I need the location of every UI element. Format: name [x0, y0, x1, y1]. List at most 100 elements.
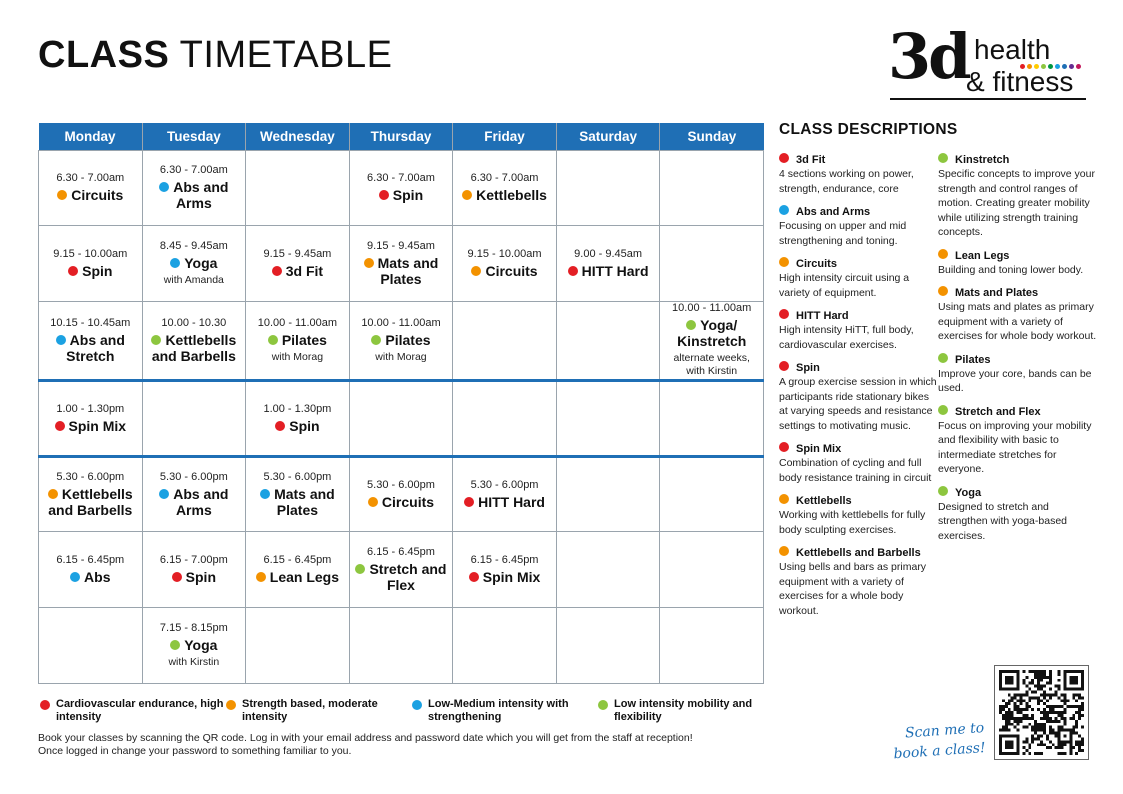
legend-dot-icon [412, 700, 422, 710]
booking-qr-code[interactable] [994, 665, 1089, 760]
class-name: Mats and Plates [250, 486, 345, 518]
booking-instructions: Book your classes by scanning the QR cod… [38, 732, 778, 758]
class-descriptions-column-2: Kinstretch Specific concepts to improve y… [938, 153, 1098, 552]
empty-slot [452, 301, 557, 381]
class-name: Yoga/ Kinstretch [677, 317, 747, 350]
class-description-text: Using mats and plates as primary equipme… [938, 301, 1097, 342]
intensity-dot-icon [54, 420, 65, 431]
class-time: 5.30 - 6.00pm [159, 471, 228, 484]
page-title: CLASS TIMETABLE [38, 34, 393, 77]
intensity-dot-icon [363, 258, 374, 269]
class-name: Yoga [147, 255, 242, 271]
class-slot[interactable]: 5.30 - 6.00pm Abs and Arms [141, 454, 247, 533]
logo-mark: 3d [888, 20, 971, 93]
class-description: Yoga Designed to stretch and strengthen w… [938, 485, 1098, 544]
class-time: 9.15 - 10.00am [467, 248, 542, 261]
class-description-text: Specific concepts to improve your streng… [938, 168, 1095, 238]
class-name: Circuits [457, 263, 552, 279]
class-description: Pilates Improve your core, bands can be u… [938, 352, 1098, 396]
class-slot[interactable]: 5.30 - 6.00pm HITT Hard [452, 454, 557, 533]
class-name: Pilates [354, 332, 449, 348]
class-instructor-note: alternate weeks, with Kirstin [673, 352, 750, 378]
class-name: Stretch and Flex [354, 561, 449, 593]
booking-instructions-line-2: Once logged in change your password to s… [38, 745, 352, 757]
class-time: 6.30 - 7.00am [470, 172, 539, 185]
empty-slot [245, 149, 350, 227]
class-slot[interactable]: 6.15 - 7.00pm Spin [141, 531, 247, 609]
intensity-dot-icon [170, 258, 181, 269]
empty-slot [555, 454, 661, 533]
class-slot[interactable]: 1.00 - 1.30pm Spin [245, 378, 350, 457]
class-time: 6.30 - 7.00am [56, 172, 125, 185]
class-slot[interactable]: 6.30 - 7.00am Spin [348, 149, 454, 227]
logo-dots [1020, 64, 1081, 69]
class-slot[interactable]: 9.15 - 10.00am Spin [38, 225, 143, 303]
class-name: Circuits [354, 494, 449, 510]
class-slot[interactable]: 9.15 - 9.45am 3d Fit [245, 225, 350, 303]
day-header-friday: Friday [452, 123, 557, 150]
intensity-dot-icon [471, 266, 482, 277]
logo-color-dot [1055, 64, 1060, 69]
class-slot[interactable]: 10.00 - 11.00am Yoga/ Kinstretch alternate… [659, 301, 764, 381]
intensity-dot-icon [779, 494, 789, 504]
class-slot[interactable]: 6.30 - 7.00am Kettlebells [452, 149, 557, 227]
class-time: 6.30 - 7.00am [367, 172, 435, 185]
class-slot[interactable]: 5.30 - 6.00pm Mats and Plates [245, 454, 350, 533]
class-description-name: Kinstretch [938, 153, 1098, 167]
class-slot[interactable]: 8.45 - 9.45am Yoga with Amanda [141, 225, 247, 303]
empty-slot [555, 301, 661, 381]
logo-color-dot [1027, 64, 1032, 69]
class-description-name: Stretch and Flex [938, 404, 1098, 419]
class-slot[interactable]: 6.30 - 7.00am Abs and Arms [141, 149, 247, 227]
timetable-row: 5.30 - 6.00pm Kettlebells and Barbells 5.3… [38, 454, 764, 533]
class-description-name: Kettlebells and Barbells [779, 546, 939, 560]
intensity-dot-icon [355, 564, 366, 575]
class-description-text: Using bells and bars as primary equipmen… [779, 561, 927, 617]
logo-color-dot [1041, 64, 1046, 69]
intensity-dot-icon [779, 257, 789, 267]
class-slot[interactable]: 6.15 - 6.45pm Abs [38, 531, 143, 609]
class-slot[interactable]: 9.15 - 9.45am Mats and Plates [348, 225, 454, 303]
empty-slot [659, 454, 764, 533]
day-header-monday: Monday [38, 123, 143, 150]
class-slot[interactable]: 7.15 - 8.15pm Yoga with Kirstin [141, 607, 247, 684]
intensity-dot-icon [462, 190, 473, 201]
class-slot[interactable]: 9.00 - 9.45am HITT Hard [555, 225, 661, 303]
class-slot[interactable]: 10.00 - 11.00am Pilates with Morag [245, 301, 350, 381]
class-time: 9.15 - 9.45am [367, 240, 435, 253]
class-slot[interactable]: 10.00 - 11.00am Pilates with Morag [348, 301, 454, 381]
class-slot[interactable]: 5.30 - 6.00pm Kettlebells and Barbells [38, 454, 143, 533]
class-time: 6.15 - 7.00pm [159, 554, 228, 567]
intensity-dot-icon [938, 153, 948, 163]
class-description-name: Circuits [779, 257, 939, 271]
empty-slot [659, 607, 764, 684]
logo-color-dot [1048, 64, 1053, 69]
day-header-saturday: Saturday [555, 123, 661, 150]
class-slot[interactable]: 9.15 - 10.00am Circuits [452, 225, 557, 303]
class-slot[interactable]: 6.30 - 7.00am Circuits [38, 149, 143, 227]
class-time: 1.00 - 1.30pm [263, 402, 332, 415]
class-slot[interactable]: 6.15 - 6.45pm Stretch and Flex [348, 531, 454, 609]
legend-label: Cardiovascular endurance, high intensity [56, 698, 224, 723]
class-time: 5.30 - 6.00pm [263, 471, 332, 484]
class-slot[interactable]: 6.15 - 6.45pm Lean Legs [245, 531, 350, 609]
class-slot[interactable]: 6.15 - 6.45pm Spin Mix [452, 531, 557, 609]
intensity-dot-icon [779, 442, 789, 452]
timetable-row: 10.15 - 10.45am Abs and Stretch 10.00 - 10… [38, 301, 764, 381]
logo-word-fitness: & fitness [966, 66, 1074, 97]
class-slot[interactable]: 1.00 - 1.30pm Spin Mix [38, 378, 143, 457]
class-description-name: Spin Mix [779, 442, 939, 456]
class-slot[interactable]: 10.00 - 10.30 Kettlebells and Barbells [141, 301, 247, 381]
empty-slot [348, 607, 454, 684]
empty-slot [659, 531, 764, 609]
class-slot[interactable]: 10.15 - 10.45am Abs and Stretch [38, 301, 143, 381]
class-instructor-note: with Amanda [163, 274, 224, 287]
class-description-name: Lean Legs [938, 248, 1098, 263]
empty-slot [555, 149, 661, 227]
empty-slot [659, 378, 764, 457]
class-name: Spin [250, 418, 345, 434]
logo-underline [890, 98, 1086, 100]
class-description-name: Mats and Plates [938, 286, 1098, 300]
class-description-name: Yoga [938, 485, 1098, 500]
class-slot[interactable]: 5.30 - 6.00pm Circuits [348, 454, 454, 533]
